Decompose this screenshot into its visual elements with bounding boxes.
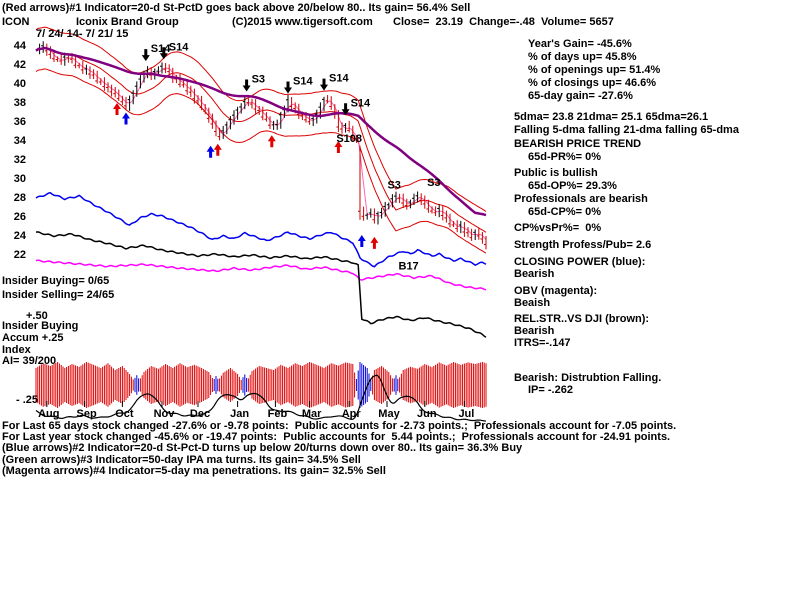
rel-strength-line: [35, 231, 487, 338]
svg-text:28: 28: [14, 192, 26, 204]
copyright-text: (C)2015 www.tigersoft.com: [232, 16, 373, 28]
svg-text:Jun: Jun: [417, 408, 437, 420]
ai-smoothed-line: [35, 374, 487, 422]
stat-65d-cp: 65d-CP%= 0%: [528, 206, 602, 218]
accum-index-label-3: Index: [2, 344, 31, 356]
closing-power-value: Bearish: [514, 268, 555, 280]
svg-text:Nov: Nov: [154, 408, 176, 420]
price-bands: [35, 26, 487, 254]
obv-line: [35, 259, 487, 291]
svg-text:S14: S14: [293, 75, 313, 87]
trend-heading: BEARISH PRICE TREND: [514, 138, 642, 150]
ip-value: IP= -.262: [528, 384, 573, 396]
svg-text:Jul: Jul: [458, 408, 474, 420]
itrs-value: ITRS=-.147: [514, 337, 571, 349]
insider-selling-stat: Insider Selling= 24/65: [2, 289, 115, 301]
relstr-label: REL.STR..VS DJI (brown):: [514, 313, 650, 325]
footer-year-line: For Last year stock changed -45.6% or -1…: [2, 431, 671, 443]
svg-text:Mar: Mar: [302, 408, 322, 420]
stat-strength: Strength Profess/Pub= 2.6: [514, 239, 652, 251]
svg-text:Jan: Jan: [230, 408, 249, 420]
svg-text:Oct: Oct: [115, 408, 134, 420]
stat-days-up: % of days up= 45.8%: [528, 51, 637, 63]
company-name: Iconix Brand Group: [76, 16, 179, 28]
obv-label: OBV (magenta):: [514, 285, 598, 297]
svg-text:S3: S3: [387, 180, 400, 192]
svg-text:30: 30: [14, 173, 26, 185]
svg-text:S14: S14: [151, 43, 171, 55]
svg-text:Apr: Apr: [342, 408, 362, 420]
svg-text:34: 34: [14, 135, 27, 147]
svg-text:26: 26: [14, 211, 26, 223]
quote-line: Close= 23.19 Change=-.48 Volume= 5657: [393, 16, 614, 28]
ai-ratio: AI= 39/200: [2, 355, 57, 367]
svg-text:Feb: Feb: [268, 408, 288, 420]
svg-text:Sep: Sep: [77, 408, 97, 420]
svg-text:B17: B17: [399, 260, 419, 272]
stat-openings-up: % of openings up= 51.4%: [528, 64, 661, 76]
svg-text:38: 38: [14, 97, 26, 109]
price-candles: [37, 41, 487, 250]
svg-text:S108: S108: [336, 133, 362, 145]
stat-professionals: Professionals are bearish: [514, 193, 648, 205]
svg-text:36: 36: [14, 116, 26, 128]
svg-text:Aug: Aug: [38, 408, 59, 420]
svg-text:S14: S14: [169, 41, 189, 53]
svg-text:S14: S14: [329, 73, 349, 85]
svg-text:32: 32: [14, 154, 26, 166]
svg-text:24: 24: [14, 230, 27, 242]
accum-index-label-2: Accum +.25: [2, 332, 64, 344]
stat-65day-gain: 65-day gain= -27.6%: [528, 90, 633, 102]
closing-power-line: [35, 192, 487, 268]
relstr-value: Bearish: [514, 325, 555, 337]
month-axis: Aug Sep Oct Nov Dec Jan Feb Mar Apr May Jun Jul: [38, 401, 474, 420]
insider-buying-stat: Insider Buying= 0/65: [2, 275, 110, 287]
svg-text:S3: S3: [252, 74, 265, 86]
indicator2-line: (Blue arrows)#2 Indicator=20-d St-Pct-D …: [2, 442, 523, 454]
stat-65d-pr: 65d-PR%= 0%: [528, 151, 602, 163]
price-axis: 44 42 40 38 36 34 32 30 28 26 24 22: [14, 40, 27, 261]
footer-65day-line: For Last 65 days stock changed -27.6% or…: [2, 420, 677, 432]
closing-power-label: CLOSING POWER (blue):: [514, 256, 646, 268]
indicator4-line: (Magenta arrows)#4 Indicator=5-day ma pe…: [2, 465, 386, 477]
svg-text:May: May: [378, 408, 400, 420]
ai-histogram: [35, 362, 487, 408]
stat-65d-op: 65d-OP%= 29.3%: [528, 180, 617, 192]
stat-dma-values: 5dma= 23.8 21dma= 25.1 65dma=26.1: [514, 111, 709, 123]
indicator3-line: (Green arrows)#3 Indicator=50-day IPA ma…: [2, 454, 361, 466]
svg-text:44: 44: [14, 40, 27, 52]
distribution-note: Bearish: Distrubtion Falling.: [514, 372, 662, 384]
svg-text:S14: S14: [351, 97, 371, 109]
stat-dma-trend: Falling 5-dma falling 21-dma falling 65-…: [514, 124, 739, 136]
indicator1-header: (Red arrows)#1 Indicator=20-d St-PctD go…: [2, 2, 471, 14]
svg-text:40: 40: [14, 78, 26, 90]
ma65-line: [35, 46, 487, 217]
svg-text:Dec: Dec: [190, 408, 210, 420]
ai-scale-bottom: - .25: [16, 394, 39, 406]
stat-closings-up: % of closings up= 46.6%: [528, 77, 657, 89]
svg-text:22: 22: [14, 249, 26, 261]
ma5-line: [35, 46, 487, 241]
svg-text:S3: S3: [427, 177, 440, 189]
obv-value: Beaish: [514, 297, 551, 309]
stat-years-gain: Year's Gain= -45.6%: [528, 38, 632, 50]
stat-cp-vs-pr: CP%vsPr%= 0%: [514, 222, 602, 234]
accum-index-label-1: Insider Buying: [2, 320, 79, 332]
date-range: 7/ 24/ 14- 7/ 21/ 15: [36, 28, 129, 40]
ai-scale-top: +.50: [26, 310, 48, 322]
stat-public: Public is bullish: [514, 167, 598, 179]
svg-text:42: 42: [14, 59, 26, 71]
ticker-symbol: ICON: [2, 16, 30, 28]
